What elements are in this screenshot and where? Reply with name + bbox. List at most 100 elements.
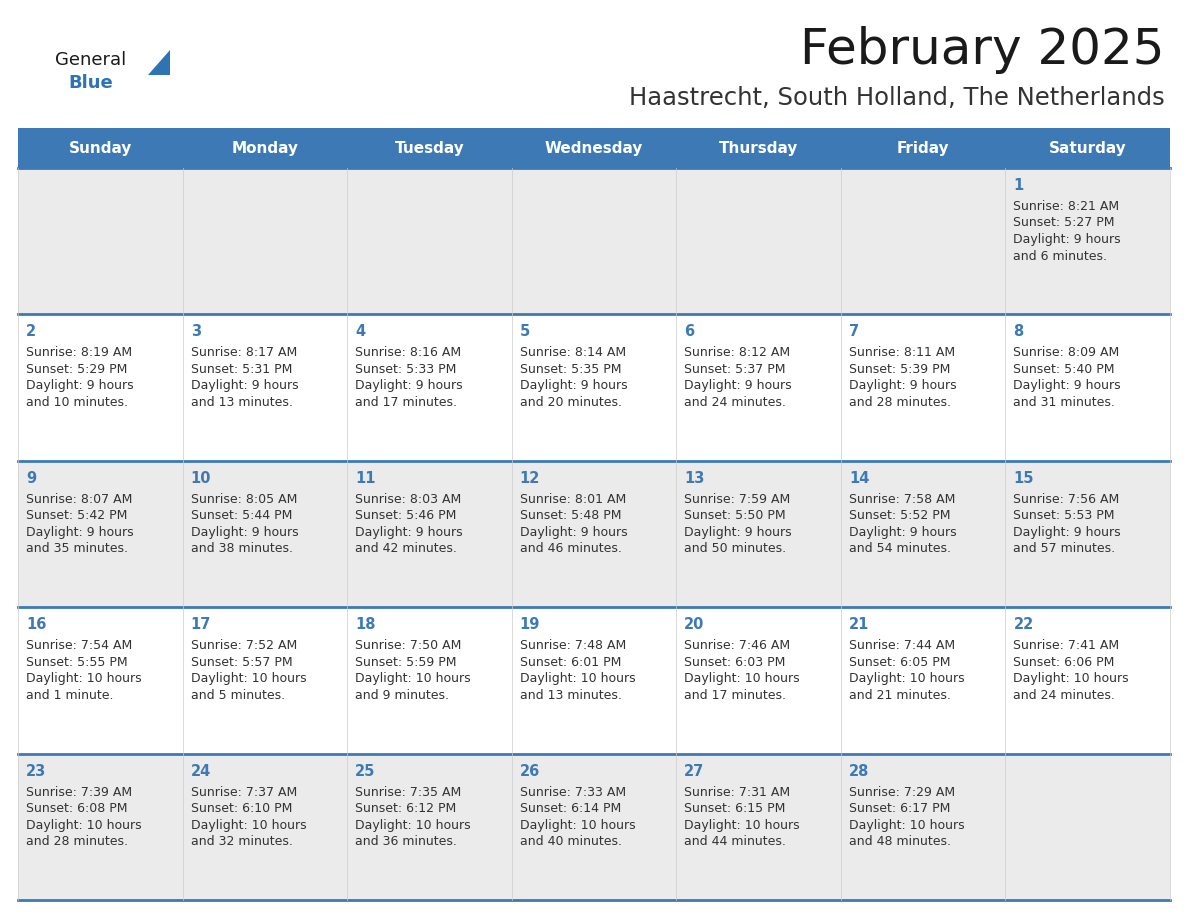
Text: Sunrise: 8:19 AM: Sunrise: 8:19 AM (26, 346, 132, 360)
Text: 10: 10 (190, 471, 211, 486)
Text: Sunrise: 7:46 AM: Sunrise: 7:46 AM (684, 639, 790, 652)
Text: Sunset: 5:53 PM: Sunset: 5:53 PM (1013, 509, 1114, 522)
Text: 27: 27 (684, 764, 704, 778)
Bar (18, 128, 1170, 168)
Text: Daylight: 10 hours: Daylight: 10 hours (849, 672, 965, 685)
Text: 3: 3 (190, 324, 201, 340)
Text: and 13 minutes.: and 13 minutes. (519, 688, 621, 701)
Text: Sunset: 6:08 PM: Sunset: 6:08 PM (26, 802, 127, 815)
Text: Daylight: 10 hours: Daylight: 10 hours (519, 819, 636, 832)
Text: Daylight: 9 hours: Daylight: 9 hours (849, 526, 956, 539)
Text: and 20 minutes.: and 20 minutes. (519, 396, 621, 409)
Text: and 6 minutes.: and 6 minutes. (1013, 250, 1107, 263)
Text: Sunrise: 7:54 AM: Sunrise: 7:54 AM (26, 639, 132, 652)
Text: Sunrise: 7:41 AM: Sunrise: 7:41 AM (1013, 639, 1119, 652)
Text: Sunset: 5:31 PM: Sunset: 5:31 PM (190, 363, 292, 375)
Text: Saturday: Saturday (1049, 140, 1126, 155)
Text: Daylight: 9 hours: Daylight: 9 hours (519, 379, 627, 392)
Bar (18, 314, 1170, 461)
Text: Sunrise: 8:05 AM: Sunrise: 8:05 AM (190, 493, 297, 506)
Text: Sunrise: 8:16 AM: Sunrise: 8:16 AM (355, 346, 461, 360)
Text: Daylight: 9 hours: Daylight: 9 hours (519, 526, 627, 539)
Text: and 28 minutes.: and 28 minutes. (849, 396, 950, 409)
Text: and 24 minutes.: and 24 minutes. (1013, 688, 1116, 701)
Text: Sunset: 5:40 PM: Sunset: 5:40 PM (1013, 363, 1114, 375)
Text: Sunset: 5:50 PM: Sunset: 5:50 PM (684, 509, 786, 522)
Text: Monday: Monday (232, 140, 298, 155)
Text: Daylight: 10 hours: Daylight: 10 hours (355, 672, 470, 685)
Text: Daylight: 10 hours: Daylight: 10 hours (26, 819, 141, 832)
Text: and 40 minutes.: and 40 minutes. (519, 835, 621, 848)
Text: Sunrise: 8:14 AM: Sunrise: 8:14 AM (519, 346, 626, 360)
Text: Sunrise: 7:33 AM: Sunrise: 7:33 AM (519, 786, 626, 799)
Text: 8: 8 (1013, 324, 1024, 340)
Text: Daylight: 10 hours: Daylight: 10 hours (190, 819, 307, 832)
Text: and 32 minutes.: and 32 minutes. (190, 835, 292, 848)
Text: 25: 25 (355, 764, 375, 778)
Text: Haastrecht, South Holland, The Netherlands: Haastrecht, South Holland, The Netherlan… (630, 86, 1165, 110)
Text: 28: 28 (849, 764, 870, 778)
Text: Sunset: 6:03 PM: Sunset: 6:03 PM (684, 655, 785, 668)
Text: Sunrise: 7:44 AM: Sunrise: 7:44 AM (849, 639, 955, 652)
Text: 24: 24 (190, 764, 210, 778)
Text: Sunrise: 7:35 AM: Sunrise: 7:35 AM (355, 786, 461, 799)
Text: 18: 18 (355, 617, 375, 633)
Text: Sunrise: 8:03 AM: Sunrise: 8:03 AM (355, 493, 461, 506)
Text: 26: 26 (519, 764, 541, 778)
Text: 9: 9 (26, 471, 36, 486)
Text: Sunset: 5:39 PM: Sunset: 5:39 PM (849, 363, 950, 375)
Text: 6: 6 (684, 324, 695, 340)
Bar (18, 461, 1170, 607)
Text: and 5 minutes.: and 5 minutes. (190, 688, 285, 701)
Text: Wednesday: Wednesday (545, 140, 643, 155)
Text: Daylight: 10 hours: Daylight: 10 hours (519, 672, 636, 685)
Text: Thursday: Thursday (719, 140, 798, 155)
Text: and 57 minutes.: and 57 minutes. (1013, 543, 1116, 555)
Text: 5: 5 (519, 324, 530, 340)
Text: Sunset: 6:12 PM: Sunset: 6:12 PM (355, 802, 456, 815)
Text: and 9 minutes.: and 9 minutes. (355, 688, 449, 701)
Text: Daylight: 10 hours: Daylight: 10 hours (26, 672, 141, 685)
Text: Daylight: 9 hours: Daylight: 9 hours (684, 526, 792, 539)
Text: and 38 minutes.: and 38 minutes. (190, 543, 292, 555)
Text: and 24 minutes.: and 24 minutes. (684, 396, 786, 409)
Text: Sunset: 5:33 PM: Sunset: 5:33 PM (355, 363, 456, 375)
Text: Sunrise: 8:07 AM: Sunrise: 8:07 AM (26, 493, 132, 506)
Text: Sunrise: 7:48 AM: Sunrise: 7:48 AM (519, 639, 626, 652)
Text: 11: 11 (355, 471, 375, 486)
Text: 15: 15 (1013, 471, 1034, 486)
Text: Sunset: 6:15 PM: Sunset: 6:15 PM (684, 802, 785, 815)
Text: Sunrise: 8:01 AM: Sunrise: 8:01 AM (519, 493, 626, 506)
Text: Sunset: 5:46 PM: Sunset: 5:46 PM (355, 509, 456, 522)
Text: Sunset: 6:17 PM: Sunset: 6:17 PM (849, 802, 950, 815)
Text: 1: 1 (1013, 178, 1024, 193)
Text: Sunset: 6:05 PM: Sunset: 6:05 PM (849, 655, 950, 668)
Text: Sunrise: 8:12 AM: Sunrise: 8:12 AM (684, 346, 790, 360)
Text: and 31 minutes.: and 31 minutes. (1013, 396, 1116, 409)
Text: and 28 minutes.: and 28 minutes. (26, 835, 128, 848)
Text: and 35 minutes.: and 35 minutes. (26, 543, 128, 555)
Text: Daylight: 9 hours: Daylight: 9 hours (26, 526, 133, 539)
Text: Daylight: 9 hours: Daylight: 9 hours (684, 379, 792, 392)
Text: Sunrise: 7:59 AM: Sunrise: 7:59 AM (684, 493, 790, 506)
Text: and 54 minutes.: and 54 minutes. (849, 543, 950, 555)
Text: 21: 21 (849, 617, 870, 633)
Text: and 17 minutes.: and 17 minutes. (355, 396, 457, 409)
Text: 19: 19 (519, 617, 541, 633)
Text: Sunrise: 7:31 AM: Sunrise: 7:31 AM (684, 786, 790, 799)
Text: and 48 minutes.: and 48 minutes. (849, 835, 950, 848)
Text: Daylight: 10 hours: Daylight: 10 hours (355, 819, 470, 832)
Text: Daylight: 9 hours: Daylight: 9 hours (26, 379, 133, 392)
Text: and 36 minutes.: and 36 minutes. (355, 835, 457, 848)
Text: Sunset: 5:29 PM: Sunset: 5:29 PM (26, 363, 127, 375)
Text: and 21 minutes.: and 21 minutes. (849, 688, 950, 701)
Text: 16: 16 (26, 617, 46, 633)
Text: Daylight: 9 hours: Daylight: 9 hours (355, 526, 463, 539)
Text: and 42 minutes.: and 42 minutes. (355, 543, 457, 555)
Text: Daylight: 9 hours: Daylight: 9 hours (1013, 233, 1121, 246)
Bar (18, 168, 1170, 314)
Text: February 2025: February 2025 (801, 26, 1165, 74)
Text: 7: 7 (849, 324, 859, 340)
Text: and 10 minutes.: and 10 minutes. (26, 396, 128, 409)
Text: Sunrise: 8:21 AM: Sunrise: 8:21 AM (1013, 200, 1119, 213)
